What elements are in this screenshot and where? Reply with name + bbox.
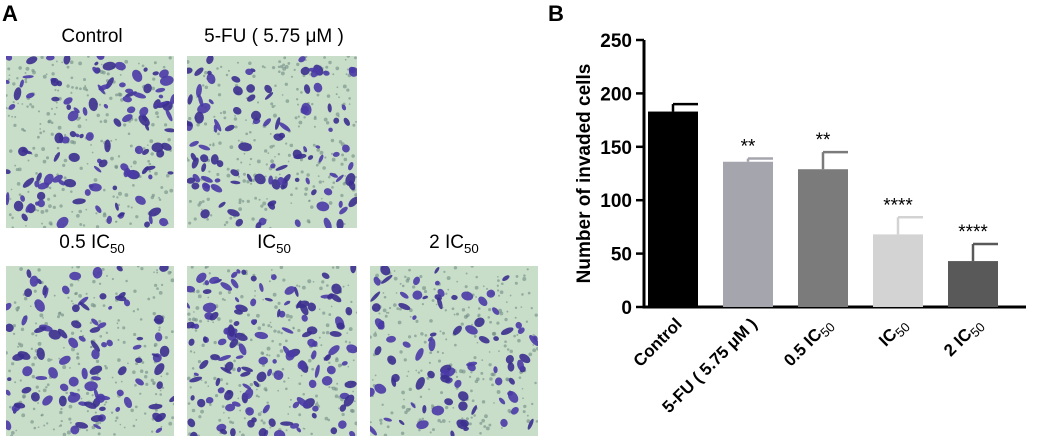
micrograph-half-ic50 [6,266,174,436]
image-label-5fu: 5-FU ( 5.75 μM ) [204,26,344,47]
image-label-2ic50-sub: 50 [464,240,479,256]
y-tick-label-4: 200 [600,84,632,105]
panel-a-letter: A [2,1,18,26]
micrograph-5fu [187,56,357,228]
image-label-half-ic50-main: 0.5 IC [59,232,110,253]
bar-0 [648,111,698,307]
bar-4 [948,261,998,307]
significance-label-4: **** [958,222,988,243]
bar-3 [873,234,923,307]
bar-1 [723,161,773,307]
y-tick-label-0: 0 [621,298,632,319]
image-label-2ic50-main: 2 IC [429,232,465,253]
significance-label-3: **** [883,195,913,216]
micrograph-2ic50 [370,266,538,436]
bar-2 [798,169,848,307]
y-tick-label-1: 50 [611,245,632,266]
y-tick-label-2: 100 [600,191,632,212]
panel-b-letter: B [548,1,564,26]
image-label-control: Control [61,26,123,47]
image-label-2ic50: 2 IC50 [370,232,538,256]
micrograph-ic50 [187,266,357,436]
y-axis-label: Number of invaded cells [574,64,595,284]
micrograph-control [6,56,174,228]
x-tick-label-3: IC50 [875,314,913,352]
x-tick-label-4: 2 IC50 [940,314,988,362]
significance-label-1: ** [741,137,756,158]
image-label-ic50-main: IC [257,232,277,253]
image-label-ic50: IC50 [186,232,362,256]
image-label-half-ic50: 0.5 IC50 [8,232,176,256]
image-label-ic50-sub: 50 [276,240,291,256]
x-tick-label-2: 0.5 IC50 [780,314,838,372]
significance-label-2: ** [816,130,831,151]
x-tick-label-0: Control [630,314,686,370]
image-label-half-ic50-sub: 50 [109,240,125,256]
y-tick-label-3: 150 [600,138,632,159]
y-tick-label-5: 250 [600,31,632,52]
